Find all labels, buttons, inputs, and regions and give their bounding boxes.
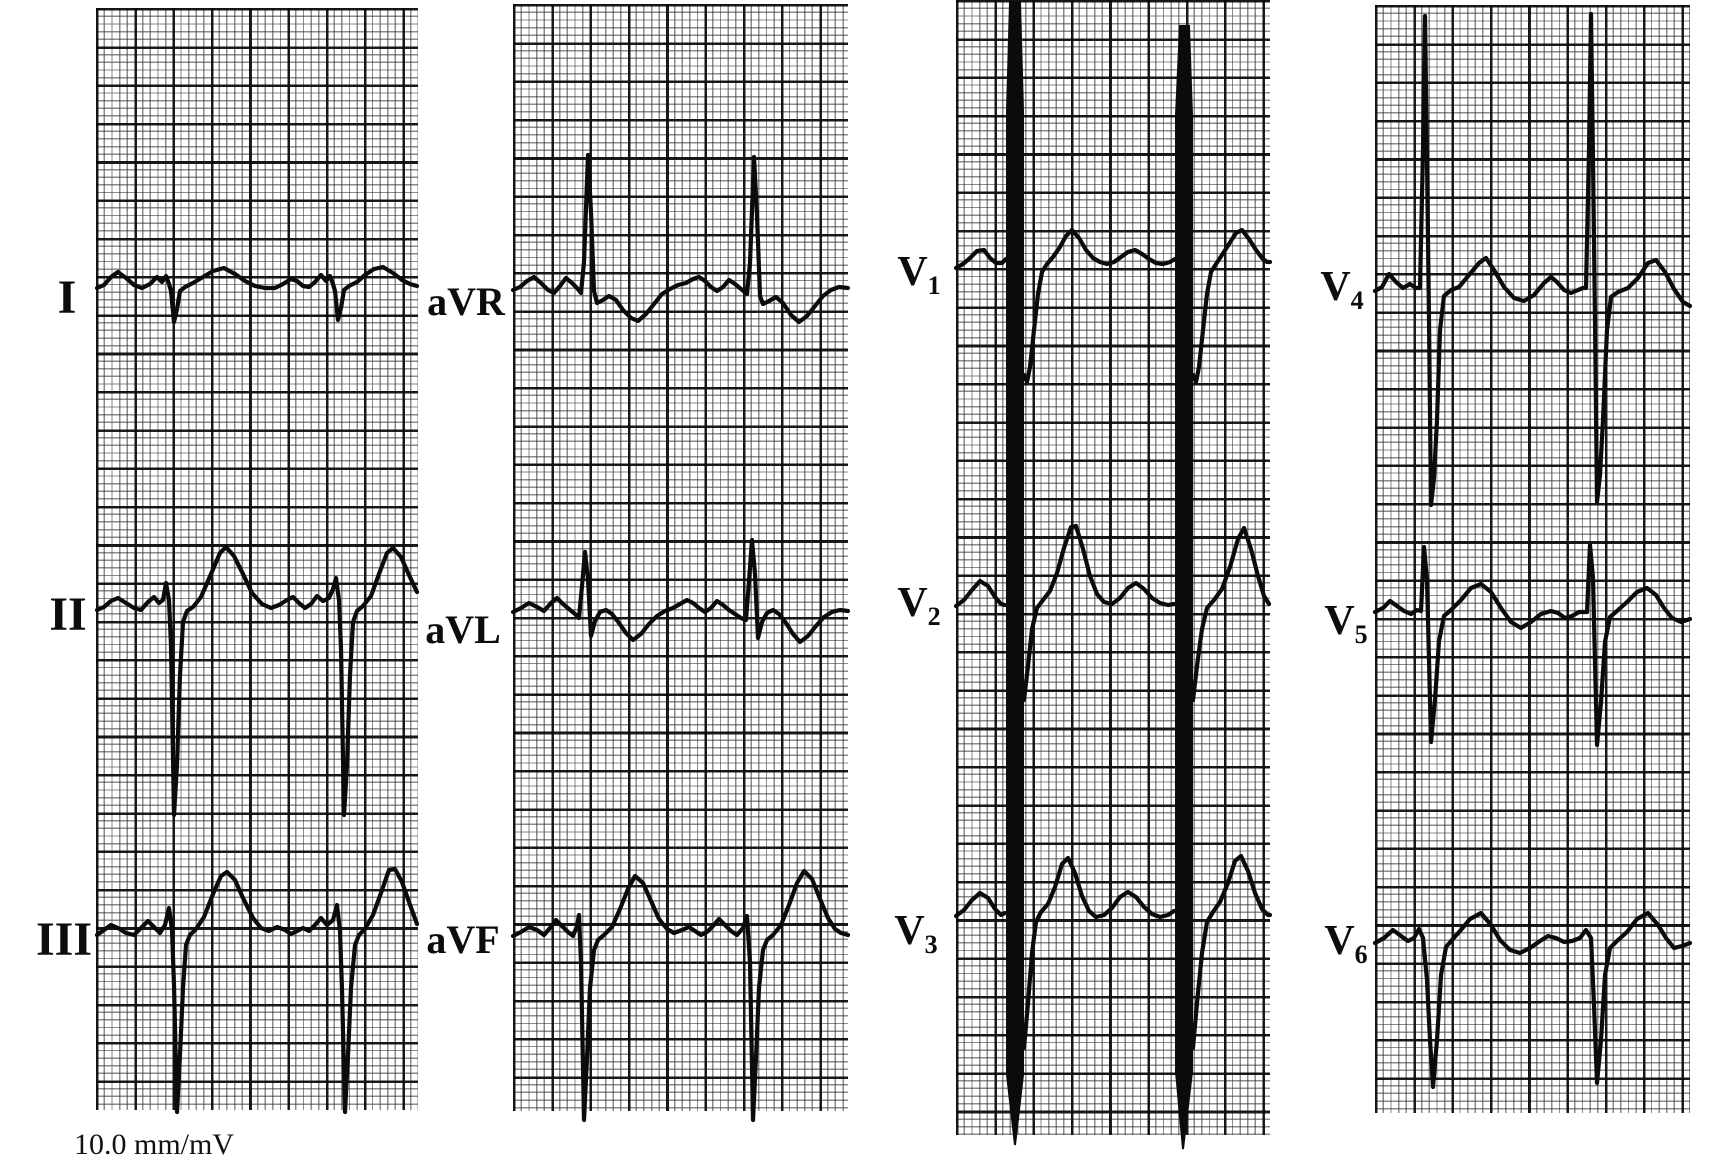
lead-v4-subscript: 4 <box>1350 286 1364 316</box>
lead-v3-label: V3 <box>894 907 938 960</box>
lead-v3-subscript: 3 <box>924 930 938 960</box>
lead-v1-label: V1 <box>897 248 941 301</box>
lead-v6-subscript: 6 <box>1354 940 1368 970</box>
lead-i-label: I <box>57 271 77 324</box>
lead-avl-label: aVL <box>425 607 501 652</box>
ecg-paper-strip-2 <box>513 4 848 1111</box>
ecg-paper-strip-3 <box>956 0 1270 1135</box>
lead-iii-label: III <box>35 913 93 966</box>
ecg-paper-strip-4 <box>1375 5 1690 1113</box>
lead-v4-label: V4 <box>1320 263 1364 316</box>
lead-v5-label: V5 <box>1324 597 1368 650</box>
lead-v1-subscript: 1 <box>927 271 941 301</box>
lead-avf-label: aVF <box>426 917 500 962</box>
lead-ii-label: II <box>49 588 87 641</box>
ecg-paper-strip-1 <box>96 8 418 1110</box>
lead-avr-label: aVR <box>427 279 505 324</box>
lead-v6-label: V6 <box>1324 917 1368 970</box>
lead-v2-subscript: 2 <box>927 602 941 632</box>
lead-v5-subscript: 5 <box>1354 620 1368 650</box>
calibration-label: 10.0 mm/mV <box>74 1128 235 1161</box>
lead-v2-label: V2 <box>897 579 941 632</box>
